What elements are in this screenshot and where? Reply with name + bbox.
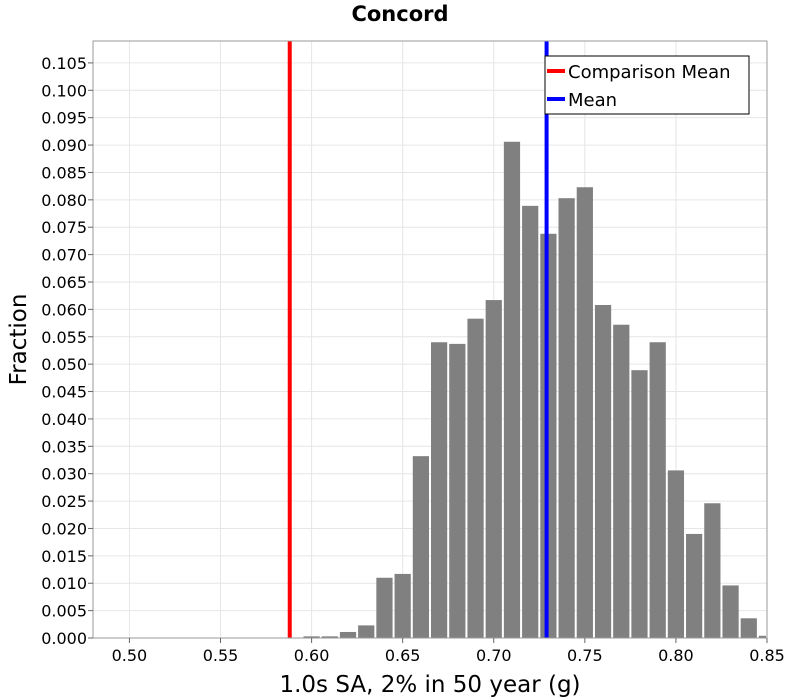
histogram-bar [303, 636, 320, 638]
y-tick-label: 0.020 [41, 519, 87, 538]
histogram-bar [576, 187, 593, 638]
x-tick-label: 0.60 [294, 646, 330, 665]
histogram-bar [686, 533, 703, 638]
legend-entry-label: Comparison Mean [568, 62, 731, 83]
histogram-bars [303, 141, 766, 639]
x-axis-label: 1.0s SA, 2% in 50 year (g) [279, 672, 580, 698]
histogram-bar [467, 318, 484, 638]
y-tick-label: 0.065 [41, 273, 87, 292]
y-tick-label: 0.015 [41, 547, 87, 566]
y-tick-label: 0.090 [41, 136, 87, 155]
histogram-bar [558, 198, 575, 638]
y-tick-label: 0.055 [41, 328, 87, 347]
y-tick-label: 0.100 [41, 81, 87, 100]
x-tick-label: 0.70 [476, 646, 512, 665]
y-tick-label: 0.010 [41, 574, 87, 593]
x-tick-label: 0.50 [112, 646, 148, 665]
grid-lines [93, 41, 768, 639]
y-tick-label: 0.000 [41, 629, 87, 648]
y-tick-label: 0.035 [41, 437, 87, 456]
x-tick-label: 0.55 [203, 646, 239, 665]
y-tick-label: 0.045 [41, 383, 87, 402]
y-tick-label: 0.060 [41, 300, 87, 319]
y-tick-label: 0.095 [41, 109, 87, 128]
y-tick-label: 0.030 [41, 465, 87, 484]
histogram-bar [321, 636, 338, 638]
histogram-bar [339, 631, 357, 638]
histogram-bar [740, 618, 757, 638]
y-tick-label: 0.075 [41, 218, 87, 237]
histogram-bar [704, 503, 721, 638]
histogram-bar [522, 205, 539, 639]
histogram-bar [449, 343, 466, 638]
x-tick-label: 0.85 [749, 646, 785, 665]
histogram-bar [485, 300, 502, 638]
histogram-bar [358, 625, 375, 638]
y-tick-label: 0.005 [41, 602, 87, 621]
reference-lines [287, 41, 549, 638]
y-tick-label: 0.080 [41, 191, 87, 210]
histogram-bar [594, 304, 612, 638]
histogram-bar [394, 573, 411, 638]
y-tick-label: 0.050 [41, 355, 87, 374]
y-tick-label: 0.025 [41, 492, 87, 511]
legend-box [544, 55, 750, 115]
x-tick-label: 0.75 [567, 646, 603, 665]
histogram-bar [667, 470, 685, 638]
histogram-bar [722, 585, 739, 638]
histogram-bar [649, 342, 666, 638]
legend: Comparison Mean Mean [544, 55, 750, 115]
histogram-bar [376, 577, 393, 638]
chart-title: Concord [351, 2, 449, 26]
x-axis-ticks: 0.50 0.55 0.60 0.65 0.70 0.75 0.80 0.85 [112, 638, 785, 665]
x-tick-label: 0.80 [658, 646, 694, 665]
y-tick-label: 0.070 [41, 246, 87, 265]
legend-entry-label: Mean [568, 90, 617, 111]
y-axis-label: Fraction [6, 294, 32, 386]
y-tick-label: 0.085 [41, 163, 87, 182]
histogram-bar [631, 370, 648, 638]
histogram-bar [613, 324, 630, 638]
x-tick-label: 0.65 [385, 646, 421, 665]
histogram-bar [412, 456, 429, 638]
y-tick-label: 0.105 [41, 54, 87, 73]
plot-area-frame [92, 40, 768, 639]
y-tick-label: 0.040 [41, 410, 87, 429]
histogram-bar [431, 342, 448, 638]
y-axis-ticks: 0.000 0.005 0.010 0.015 0.020 0.025 0.030 0.035… [41, 54, 93, 648]
histogram-bar [503, 141, 521, 638]
histogram-bar [758, 635, 766, 638]
